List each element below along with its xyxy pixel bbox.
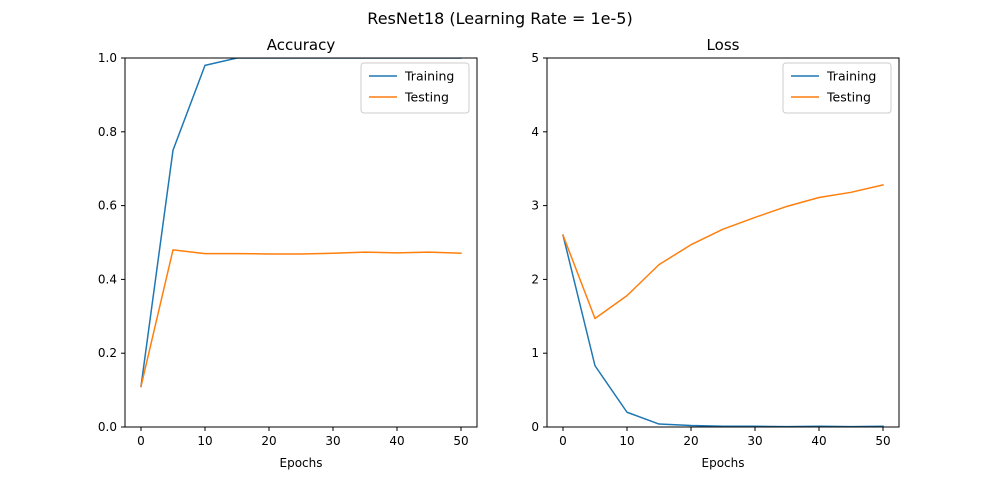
loss-x-axis-label: Epochs (702, 456, 745, 470)
accuracy-x-axis-label: Epochs (280, 456, 323, 470)
accuracy-y-tick-label: 0.6 (98, 199, 117, 213)
figure-title: ResNet18 (Learning Rate = 1e-5) (367, 9, 632, 28)
accuracy-y-tick-label: 0.0 (98, 420, 117, 434)
loss-y-tick-label: 5 (531, 51, 539, 65)
loss-series-testing-line (562, 184, 884, 320)
accuracy-y-tick-label: 0.8 (98, 125, 117, 139)
loss-x-tick-label: 0 (559, 434, 567, 448)
accuracy-legend-training-label: Training (404, 69, 454, 84)
accuracy-y-tick-label: 0.4 (98, 272, 117, 286)
loss-chart: 0 10 20 30 40 50 0 1 2 3 4 5 Loss Epochs Training Testi… (531, 36, 900, 470)
charts-container: 0 10 20 30 40 500.00.20.40.60.81.0AccuracyEpo… (98, 36, 900, 470)
accuracy-x-tick-label: 20 (261, 434, 276, 448)
accuracy-series-testing-line (140, 249, 462, 388)
loss-x-tick-label: 30 (747, 434, 762, 448)
loss-y-tick-label: 2 (531, 272, 539, 286)
accuracy-y-tick-label: 0.2 (98, 346, 117, 360)
accuracy-legend-testing-label: Testing (404, 90, 449, 105)
accuracy-series-training-line (140, 58, 462, 388)
loss-axes-frame (546, 57, 900, 428)
accuracy-x-tick-label: 10 (197, 434, 212, 448)
accuracy-axes-frame (124, 57, 478, 428)
loss-series-training-line (562, 234, 884, 427)
accuracy-legend: Training Testing (360, 62, 470, 114)
loss-y-tick-label: 3 (531, 199, 539, 213)
loss-legend: Training Testing (782, 62, 892, 114)
loss-y-tick-label: 0 (531, 420, 539, 434)
accuracy-x-tick-label: 40 (389, 434, 404, 448)
loss-y-tick-label: 1 (531, 346, 539, 360)
loss-x-tick-label: 10 (619, 434, 634, 448)
loss-x-tick-label: 50 (875, 434, 890, 448)
accuracy-title: Accuracy (267, 36, 336, 54)
loss-title: Loss (707, 36, 740, 54)
loss-y-tick-label: 4 (531, 125, 539, 139)
loss-legend-testing-label: Testing (826, 90, 871, 105)
accuracy-y-tick-label: 1.0 (98, 51, 117, 65)
accuracy-x-tick-label: 50 (453, 434, 468, 448)
accuracy-chart: 0 10 20 30 40 50 0.0 0.2 0.4 0.6 0.8 1.0 Accuracy Epo… (98, 36, 478, 470)
loss-x-tick-label: 40 (811, 434, 826, 448)
loss-legend-training-label: Training (826, 69, 876, 84)
accuracy-x-tick-label: 0 (137, 434, 145, 448)
loss-x-tick-label: 20 (683, 434, 698, 448)
accuracy-x-tick-label: 30 (325, 434, 340, 448)
